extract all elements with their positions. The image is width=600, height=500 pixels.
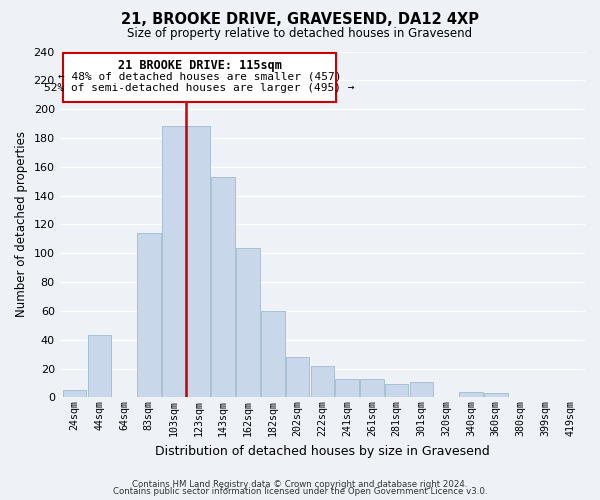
Bar xyxy=(137,233,161,398)
Bar xyxy=(64,53,336,102)
Bar xyxy=(63,390,86,398)
Bar xyxy=(211,177,235,398)
Bar xyxy=(459,392,483,398)
Text: Contains HM Land Registry data © Crown copyright and database right 2024.: Contains HM Land Registry data © Crown c… xyxy=(132,480,468,489)
Bar xyxy=(360,378,383,398)
Text: 21 BROOKE DRIVE: 115sqm: 21 BROOKE DRIVE: 115sqm xyxy=(118,58,281,71)
Text: ← 48% of detached houses are smaller (457): ← 48% of detached houses are smaller (45… xyxy=(58,72,341,82)
X-axis label: Distribution of detached houses by size in Gravesend: Distribution of detached houses by size … xyxy=(155,444,490,458)
Text: Size of property relative to detached houses in Gravesend: Size of property relative to detached ho… xyxy=(127,28,473,40)
Bar xyxy=(261,311,284,398)
Bar xyxy=(385,384,409,398)
Bar xyxy=(311,366,334,398)
Y-axis label: Number of detached properties: Number of detached properties xyxy=(15,132,28,318)
Bar xyxy=(410,382,433,398)
Bar xyxy=(187,126,210,398)
Bar xyxy=(286,357,310,398)
Bar xyxy=(236,248,260,398)
Text: 21, BROOKE DRIVE, GRAVESEND, DA12 4XP: 21, BROOKE DRIVE, GRAVESEND, DA12 4XP xyxy=(121,12,479,28)
Bar xyxy=(335,378,359,398)
Bar xyxy=(162,126,185,398)
Text: 52% of semi-detached houses are larger (495) →: 52% of semi-detached houses are larger (… xyxy=(44,83,355,93)
Text: Contains public sector information licensed under the Open Government Licence v3: Contains public sector information licen… xyxy=(113,487,487,496)
Bar xyxy=(484,393,508,398)
Bar xyxy=(88,336,111,398)
